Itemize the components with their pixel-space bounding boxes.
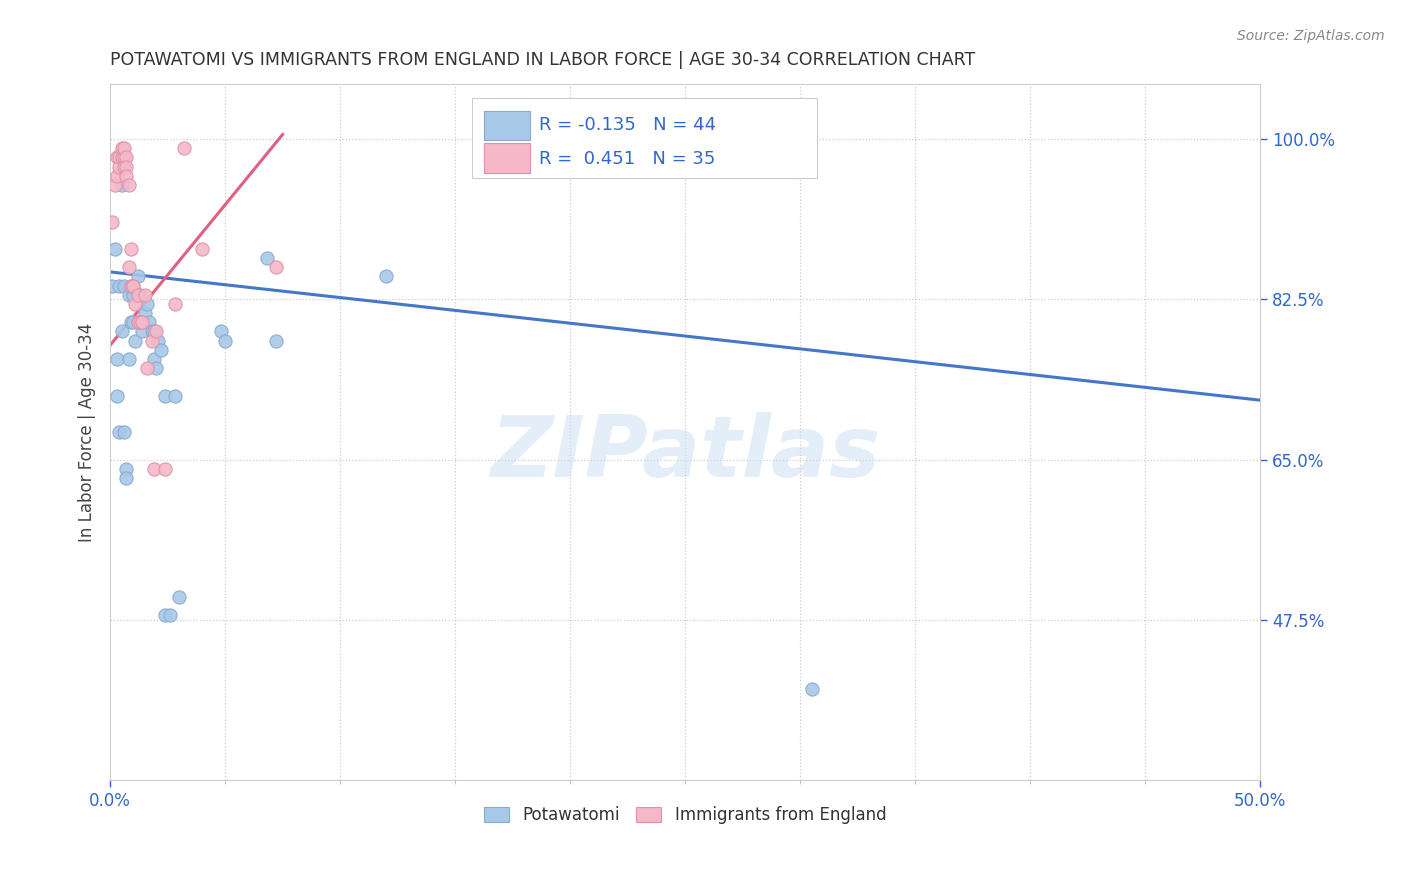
Point bbox=[214, 334, 236, 348]
Point bbox=[117, 351, 139, 366]
Point bbox=[112, 141, 135, 155]
Point bbox=[134, 288, 156, 302]
Point bbox=[117, 260, 139, 275]
Point bbox=[105, 388, 128, 402]
Point bbox=[108, 278, 131, 293]
Point bbox=[122, 288, 145, 302]
Point bbox=[117, 288, 139, 302]
Point bbox=[104, 178, 127, 192]
Point bbox=[111, 178, 134, 192]
Point bbox=[127, 315, 149, 329]
Point bbox=[159, 608, 181, 623]
Point bbox=[120, 242, 142, 256]
Point bbox=[131, 325, 153, 339]
Point bbox=[120, 315, 142, 329]
Y-axis label: In Labor Force | Age 30-34: In Labor Force | Age 30-34 bbox=[79, 323, 96, 541]
Point bbox=[136, 361, 159, 376]
Point bbox=[127, 288, 149, 302]
Point bbox=[122, 278, 145, 293]
Point bbox=[662, 141, 685, 155]
Point bbox=[264, 334, 287, 348]
Point bbox=[111, 325, 134, 339]
Point bbox=[191, 242, 214, 256]
Point bbox=[112, 150, 135, 164]
Point bbox=[163, 297, 186, 311]
Point bbox=[117, 178, 139, 192]
Point bbox=[138, 315, 160, 329]
Point bbox=[101, 278, 124, 293]
Point bbox=[112, 160, 135, 174]
Point bbox=[155, 388, 177, 402]
Point bbox=[122, 278, 145, 293]
Point bbox=[112, 278, 135, 293]
Text: POTAWATOMI VS IMMIGRANTS FROM ENGLAND IN LABOR FORCE | AGE 30-34 CORRELATION CHA: POTAWATOMI VS IMMIGRANTS FROM ENGLAND IN… bbox=[110, 51, 976, 69]
Point bbox=[131, 315, 153, 329]
Point bbox=[105, 351, 128, 366]
Point bbox=[115, 471, 138, 485]
Point bbox=[108, 160, 131, 174]
Point bbox=[112, 425, 135, 440]
Point bbox=[115, 462, 138, 476]
Point bbox=[145, 361, 167, 376]
Point bbox=[134, 306, 156, 320]
Point bbox=[141, 334, 163, 348]
Point bbox=[256, 251, 278, 265]
Point bbox=[136, 297, 159, 311]
Point bbox=[105, 150, 128, 164]
Point bbox=[124, 297, 146, 311]
Point bbox=[120, 278, 142, 293]
Point bbox=[115, 150, 138, 164]
Point bbox=[120, 278, 142, 293]
Point bbox=[129, 315, 152, 329]
Text: R =  0.451   N = 35: R = 0.451 N = 35 bbox=[538, 150, 716, 168]
Point bbox=[141, 325, 163, 339]
Point bbox=[127, 269, 149, 284]
Point bbox=[145, 325, 167, 339]
Point bbox=[167, 590, 190, 604]
Point bbox=[148, 334, 170, 348]
Point bbox=[264, 260, 287, 275]
Legend: Potawatomi, Immigrants from England: Potawatomi, Immigrants from England bbox=[484, 806, 886, 824]
Point bbox=[375, 269, 398, 284]
Point bbox=[111, 141, 134, 155]
Text: ZIPatlas: ZIPatlas bbox=[489, 411, 880, 494]
FancyBboxPatch shape bbox=[472, 98, 817, 178]
Point bbox=[142, 325, 165, 339]
Point bbox=[127, 315, 149, 329]
Point bbox=[155, 608, 177, 623]
Point bbox=[163, 388, 186, 402]
Point bbox=[108, 150, 131, 164]
Point bbox=[122, 315, 145, 329]
Point bbox=[115, 169, 138, 183]
FancyBboxPatch shape bbox=[484, 111, 530, 140]
Point bbox=[155, 462, 177, 476]
Point bbox=[108, 425, 131, 440]
Point bbox=[142, 462, 165, 476]
Point bbox=[142, 351, 165, 366]
Point bbox=[101, 214, 124, 228]
Point bbox=[129, 288, 152, 302]
Point bbox=[173, 141, 195, 155]
Point bbox=[124, 334, 146, 348]
Point bbox=[104, 242, 127, 256]
Point bbox=[115, 160, 138, 174]
Point bbox=[149, 343, 172, 357]
FancyBboxPatch shape bbox=[484, 144, 530, 172]
Point bbox=[800, 681, 823, 696]
Text: Source: ZipAtlas.com: Source: ZipAtlas.com bbox=[1237, 29, 1385, 43]
Point bbox=[111, 150, 134, 164]
Point bbox=[105, 169, 128, 183]
Point bbox=[209, 325, 232, 339]
Text: R = -0.135   N = 44: R = -0.135 N = 44 bbox=[538, 116, 716, 134]
